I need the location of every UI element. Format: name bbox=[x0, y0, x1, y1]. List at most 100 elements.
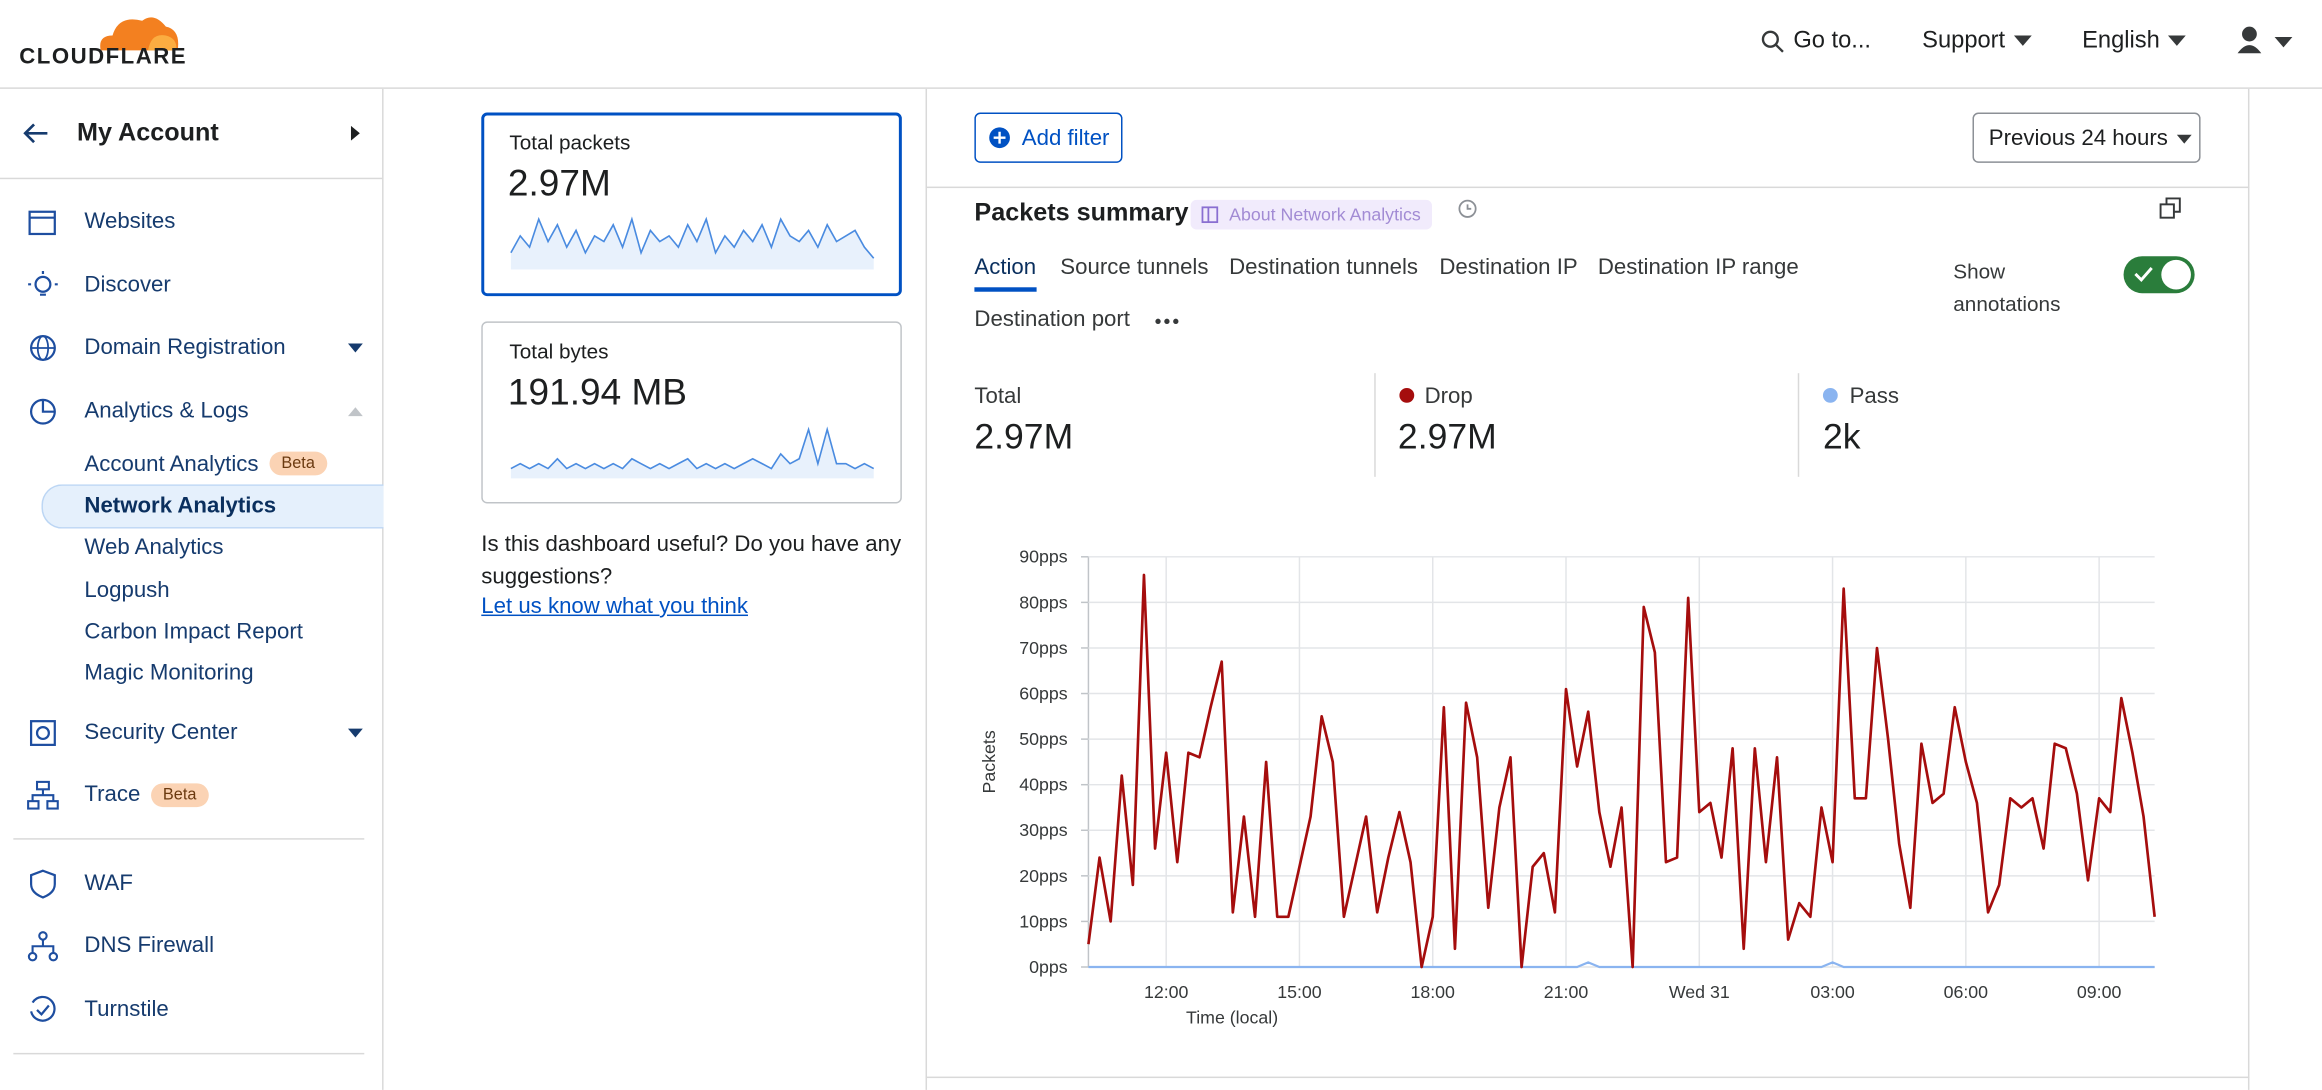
y-tick-label: 0pps bbox=[1029, 957, 1068, 977]
stat-value: 2.97M bbox=[1397, 417, 1497, 458]
x-tick-label: 09:00 bbox=[2077, 982, 2122, 1002]
divider bbox=[925, 1076, 2250, 1079]
tab-active[interactable]: Action bbox=[974, 254, 1037, 280]
range-label: Previous 24 hours bbox=[1989, 126, 2192, 151]
copy-icon[interactable] bbox=[2159, 197, 2183, 221]
feedback-text: Is this dashboard useful? Do you have an… bbox=[481, 531, 902, 590]
y-tick-label: 30pps bbox=[1019, 820, 1068, 840]
analytics-icon bbox=[29, 398, 56, 425]
sparkline bbox=[510, 426, 875, 470]
support-menu[interactable]: Support bbox=[1922, 28, 2032, 55]
nav-item[interactable]: DNS Firewall bbox=[84, 932, 215, 959]
panel-border bbox=[925, 88, 928, 1090]
dns-icon bbox=[27, 931, 59, 962]
beta-badge: Beta bbox=[151, 783, 209, 808]
x-tick-label: Wed 31 bbox=[1669, 982, 1730, 1002]
account-arrow bbox=[350, 125, 360, 141]
nav-item[interactable]: Domain Registration bbox=[84, 334, 286, 360]
x-tick-label: 18:00 bbox=[1410, 982, 1455, 1002]
beta-badge: Beta bbox=[269, 451, 327, 476]
y-tick-label: 70pps bbox=[1019, 638, 1068, 658]
sub-item[interactable]: Magic Monitoring bbox=[84, 660, 254, 686]
more-tabs[interactable] bbox=[1154, 317, 1181, 326]
y-tick-label: 10pps bbox=[1019, 911, 1068, 931]
legend-label[interactable]: Pass bbox=[1849, 383, 1899, 409]
summary-title: Packets summary bbox=[974, 198, 1189, 227]
history-icon[interactable] bbox=[1457, 198, 1478, 219]
discover-icon bbox=[28, 270, 58, 296]
x-tick-label: 21:00 bbox=[1544, 982, 1589, 1002]
add-filter: Add filter bbox=[1021, 125, 1110, 152]
sub-item[interactable]: Logpush bbox=[84, 577, 170, 603]
y-axis-title: Packets bbox=[979, 730, 999, 793]
sub-item-selected[interactable]: Network Analytics bbox=[84, 493, 277, 519]
y-tick-label: 50pps bbox=[1019, 729, 1068, 749]
feedback-link[interactable]: Let us know what you think bbox=[481, 593, 748, 619]
sidebar-border bbox=[382, 88, 384, 1090]
card-label: Total packets bbox=[509, 130, 631, 155]
about-badge[interactable]: About Network Analytics bbox=[1190, 199, 1433, 230]
range: Previous 24 hours bbox=[1988, 125, 2168, 152]
stat-value: 2.97M bbox=[974, 417, 1074, 458]
x-tick-label: 15:00 bbox=[1277, 982, 1322, 1002]
add-filter-button[interactable] bbox=[974, 112, 1123, 163]
stat-value: 2k bbox=[1822, 417, 1861, 458]
legend-label[interactable]: Drop bbox=[1424, 383, 1473, 409]
y-tick-label: 40pps bbox=[1019, 775, 1068, 795]
divider bbox=[0, 177, 383, 180]
annotations-toggle[interactable] bbox=[2122, 255, 2196, 295]
sparkline-area bbox=[510, 219, 874, 270]
divider bbox=[925, 186, 2250, 189]
y-tick-label: 80pps bbox=[1019, 592, 1068, 612]
tab[interactable]: Destination IP range bbox=[1597, 254, 1799, 280]
tab[interactable]: Source tunnels bbox=[1060, 254, 1209, 280]
y-tick-label: 20pps bbox=[1019, 866, 1068, 886]
account-name[interactable]: My Account bbox=[77, 118, 219, 147]
language: English bbox=[2082, 28, 2160, 54]
expand-caret[interactable] bbox=[347, 342, 365, 354]
stat-divider bbox=[1374, 373, 1376, 477]
nav-item[interactable]: Trace bbox=[84, 781, 141, 808]
card-label: Total bytes bbox=[509, 339, 609, 363]
x-tick-label: 12:00 bbox=[1144, 982, 1189, 1002]
header-border bbox=[0, 87, 2322, 89]
legend-dot bbox=[1399, 387, 1415, 403]
tab[interactable]: Destination tunnels bbox=[1229, 254, 1419, 280]
nav-item[interactable]: Turnstile bbox=[84, 996, 169, 1022]
search-icon[interactable] bbox=[1761, 30, 1785, 54]
search[interactable]: Go to... bbox=[1793, 28, 1872, 54]
turnstile-icon bbox=[30, 995, 56, 1022]
card-total-bytes[interactable] bbox=[481, 321, 902, 504]
nav-item[interactable]: WAF bbox=[84, 870, 133, 896]
back-arrow[interactable] bbox=[21, 121, 51, 145]
expand-caret[interactable] bbox=[347, 727, 365, 739]
y-tick-label: 90pps bbox=[1019, 547, 1068, 567]
sub-item[interactable]: Account Analytics bbox=[84, 451, 259, 477]
stat-divider bbox=[1797, 373, 1800, 477]
selected-bg bbox=[41, 484, 384, 529]
sub-item[interactable]: Web Analytics bbox=[84, 534, 224, 560]
divider bbox=[13, 838, 365, 840]
range-select[interactable] bbox=[1972, 112, 2201, 163]
nav-item[interactable]: Security Center bbox=[84, 719, 238, 745]
collapse-caret[interactable] bbox=[347, 406, 365, 418]
nav-item[interactable]: Analytics & Logs bbox=[84, 398, 249, 424]
series-line bbox=[1088, 961, 2155, 969]
security-icon bbox=[29, 720, 56, 746]
nav-item[interactable]: Websites bbox=[84, 208, 176, 234]
sub-item[interactable]: Carbon Impact Report bbox=[84, 618, 303, 645]
tab[interactable]: Destination IP bbox=[1439, 254, 1578, 280]
card-value: 191.94 MB bbox=[507, 371, 688, 414]
card-total-packets[interactable] bbox=[481, 112, 902, 297]
series-line bbox=[1087, 573, 2156, 969]
x-tick-label: 06:00 bbox=[1944, 982, 1989, 1002]
nav-item[interactable]: Discover bbox=[84, 272, 171, 298]
tab[interactable]: Destination port bbox=[974, 306, 1130, 332]
waf-icon bbox=[29, 869, 56, 899]
trace-icon bbox=[27, 780, 59, 810]
sparkline bbox=[510, 216, 875, 259]
language-menu[interactable]: English bbox=[2082, 28, 2187, 55]
user-menu[interactable] bbox=[2236, 25, 2295, 58]
